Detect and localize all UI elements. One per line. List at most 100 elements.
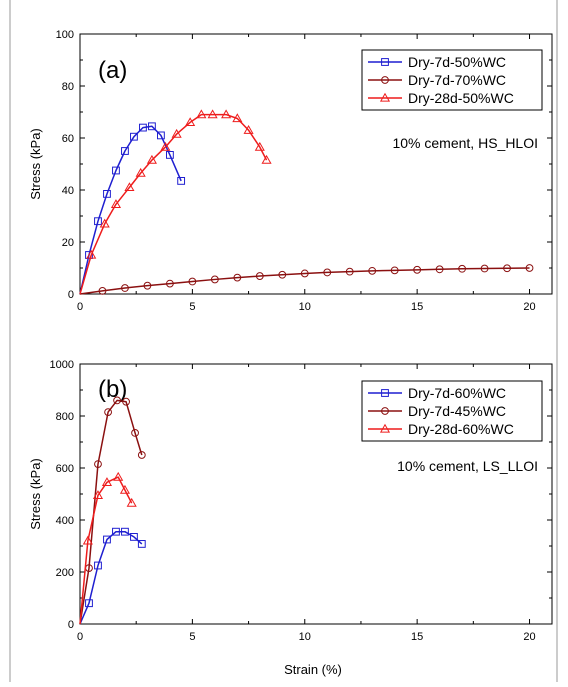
data-point (82, 535, 93, 545)
data-point (98, 286, 107, 295)
data-point (261, 154, 272, 164)
data-point (207, 109, 218, 119)
y-axis-title: Stress (kPa) (28, 128, 43, 200)
legend-swatch-marker (381, 407, 389, 415)
data-point (104, 408, 112, 417)
data-point (122, 397, 130, 406)
annotation: 10% cement, HS_HLOI (392, 135, 538, 151)
data-point (137, 451, 146, 459)
data-point (458, 264, 466, 273)
y-tick-label: 80 (62, 81, 74, 93)
x-tick-label: 0 (77, 301, 83, 313)
y-tick-label: 60 (62, 133, 74, 145)
data-point (146, 154, 157, 164)
data-point (126, 497, 137, 507)
data-point (113, 396, 121, 405)
data-point (86, 249, 97, 259)
data-point (139, 123, 147, 132)
legend: Dry-7d-50%WC Dry-7d-70%WC Dry-28d-50%WC (361, 49, 543, 111)
data-point (368, 266, 377, 275)
data-point (188, 277, 197, 286)
x-tick-label: 10 (299, 301, 311, 313)
y-tick-label: 600 (56, 463, 74, 475)
data-point (233, 273, 242, 282)
series-line (79, 476, 133, 625)
data-point (413, 265, 422, 274)
data-point (177, 177, 186, 185)
data-point (103, 190, 111, 198)
data-point (137, 540, 146, 548)
data-point (112, 166, 120, 175)
x-tick-label: 15 (411, 631, 423, 643)
data-point (94, 217, 102, 226)
series-1 (79, 122, 186, 295)
x-tick-label: 20 (523, 631, 535, 643)
data-point (143, 281, 152, 290)
data-point (124, 182, 135, 192)
series-line (79, 530, 143, 625)
x-tick-label: 5 (189, 301, 195, 313)
data-point (525, 264, 534, 272)
data-point (85, 599, 93, 608)
data-point (166, 279, 174, 288)
data-point (345, 267, 354, 276)
series-2 (79, 264, 534, 295)
data-point (119, 484, 131, 494)
y-tick-label: 40 (62, 185, 74, 197)
series-3 (79, 109, 272, 295)
series-line (79, 267, 530, 295)
data-point (110, 199, 122, 208)
data-point (254, 141, 265, 151)
data-point (480, 264, 489, 273)
y-tick-label: 20 (62, 237, 74, 249)
y-tick-label: 1000 (50, 359, 74, 371)
data-point (92, 490, 104, 499)
data-point (278, 270, 287, 279)
y-tick-label: 200 (56, 567, 74, 579)
data-point (121, 527, 129, 536)
data-point (112, 527, 120, 536)
legend-swatch-marker (379, 92, 391, 102)
data-point (323, 268, 332, 277)
legend-label: Dry-28d-50%WC (408, 90, 514, 106)
data-point (232, 113, 243, 123)
legend-label: Dry-7d-60%WC (408, 385, 506, 401)
y-tick-label: 800 (56, 411, 74, 423)
data-point (99, 218, 110, 228)
data-point (135, 167, 146, 177)
series-1 (79, 527, 146, 625)
y-tick-label: 400 (56, 515, 74, 527)
series-line (79, 399, 143, 625)
legend-label: Dry-7d-50%WC (408, 54, 506, 70)
data-point (171, 128, 182, 138)
data-point (166, 151, 174, 159)
data-point (196, 109, 207, 119)
legend-label: Dry-7d-70%WC (408, 72, 506, 88)
data-point (121, 147, 129, 155)
data-point (435, 265, 444, 274)
panel-label: (b) (98, 376, 127, 403)
legend-swatch-marker (381, 76, 389, 84)
legend-swatch-marker (381, 58, 389, 66)
x-tick-label: 0 (77, 631, 83, 643)
data-point (121, 284, 129, 292)
x-tick-label: 15 (411, 301, 423, 313)
data-point (221, 109, 232, 119)
panel-label: (a) (98, 57, 127, 84)
data-point (185, 117, 196, 127)
x-axis-title: Strain (%) (284, 662, 342, 677)
data-point (103, 535, 111, 544)
panel-a: 0 5 10 15 20 0 20 40 60 80 100 Stress (kPa) (a) 10% c… (28, 29, 553, 313)
data-point (94, 460, 102, 469)
data-point (300, 269, 309, 278)
data-point (503, 264, 511, 273)
series-line (79, 113, 268, 295)
data-point (94, 561, 102, 570)
annotation: 10% cement, LS_LLOI (397, 458, 538, 474)
data-point (243, 124, 254, 134)
legend: Dry-7d-60%WC Dry-7d-45%WC Dry-28d-60%WC (361, 380, 543, 442)
